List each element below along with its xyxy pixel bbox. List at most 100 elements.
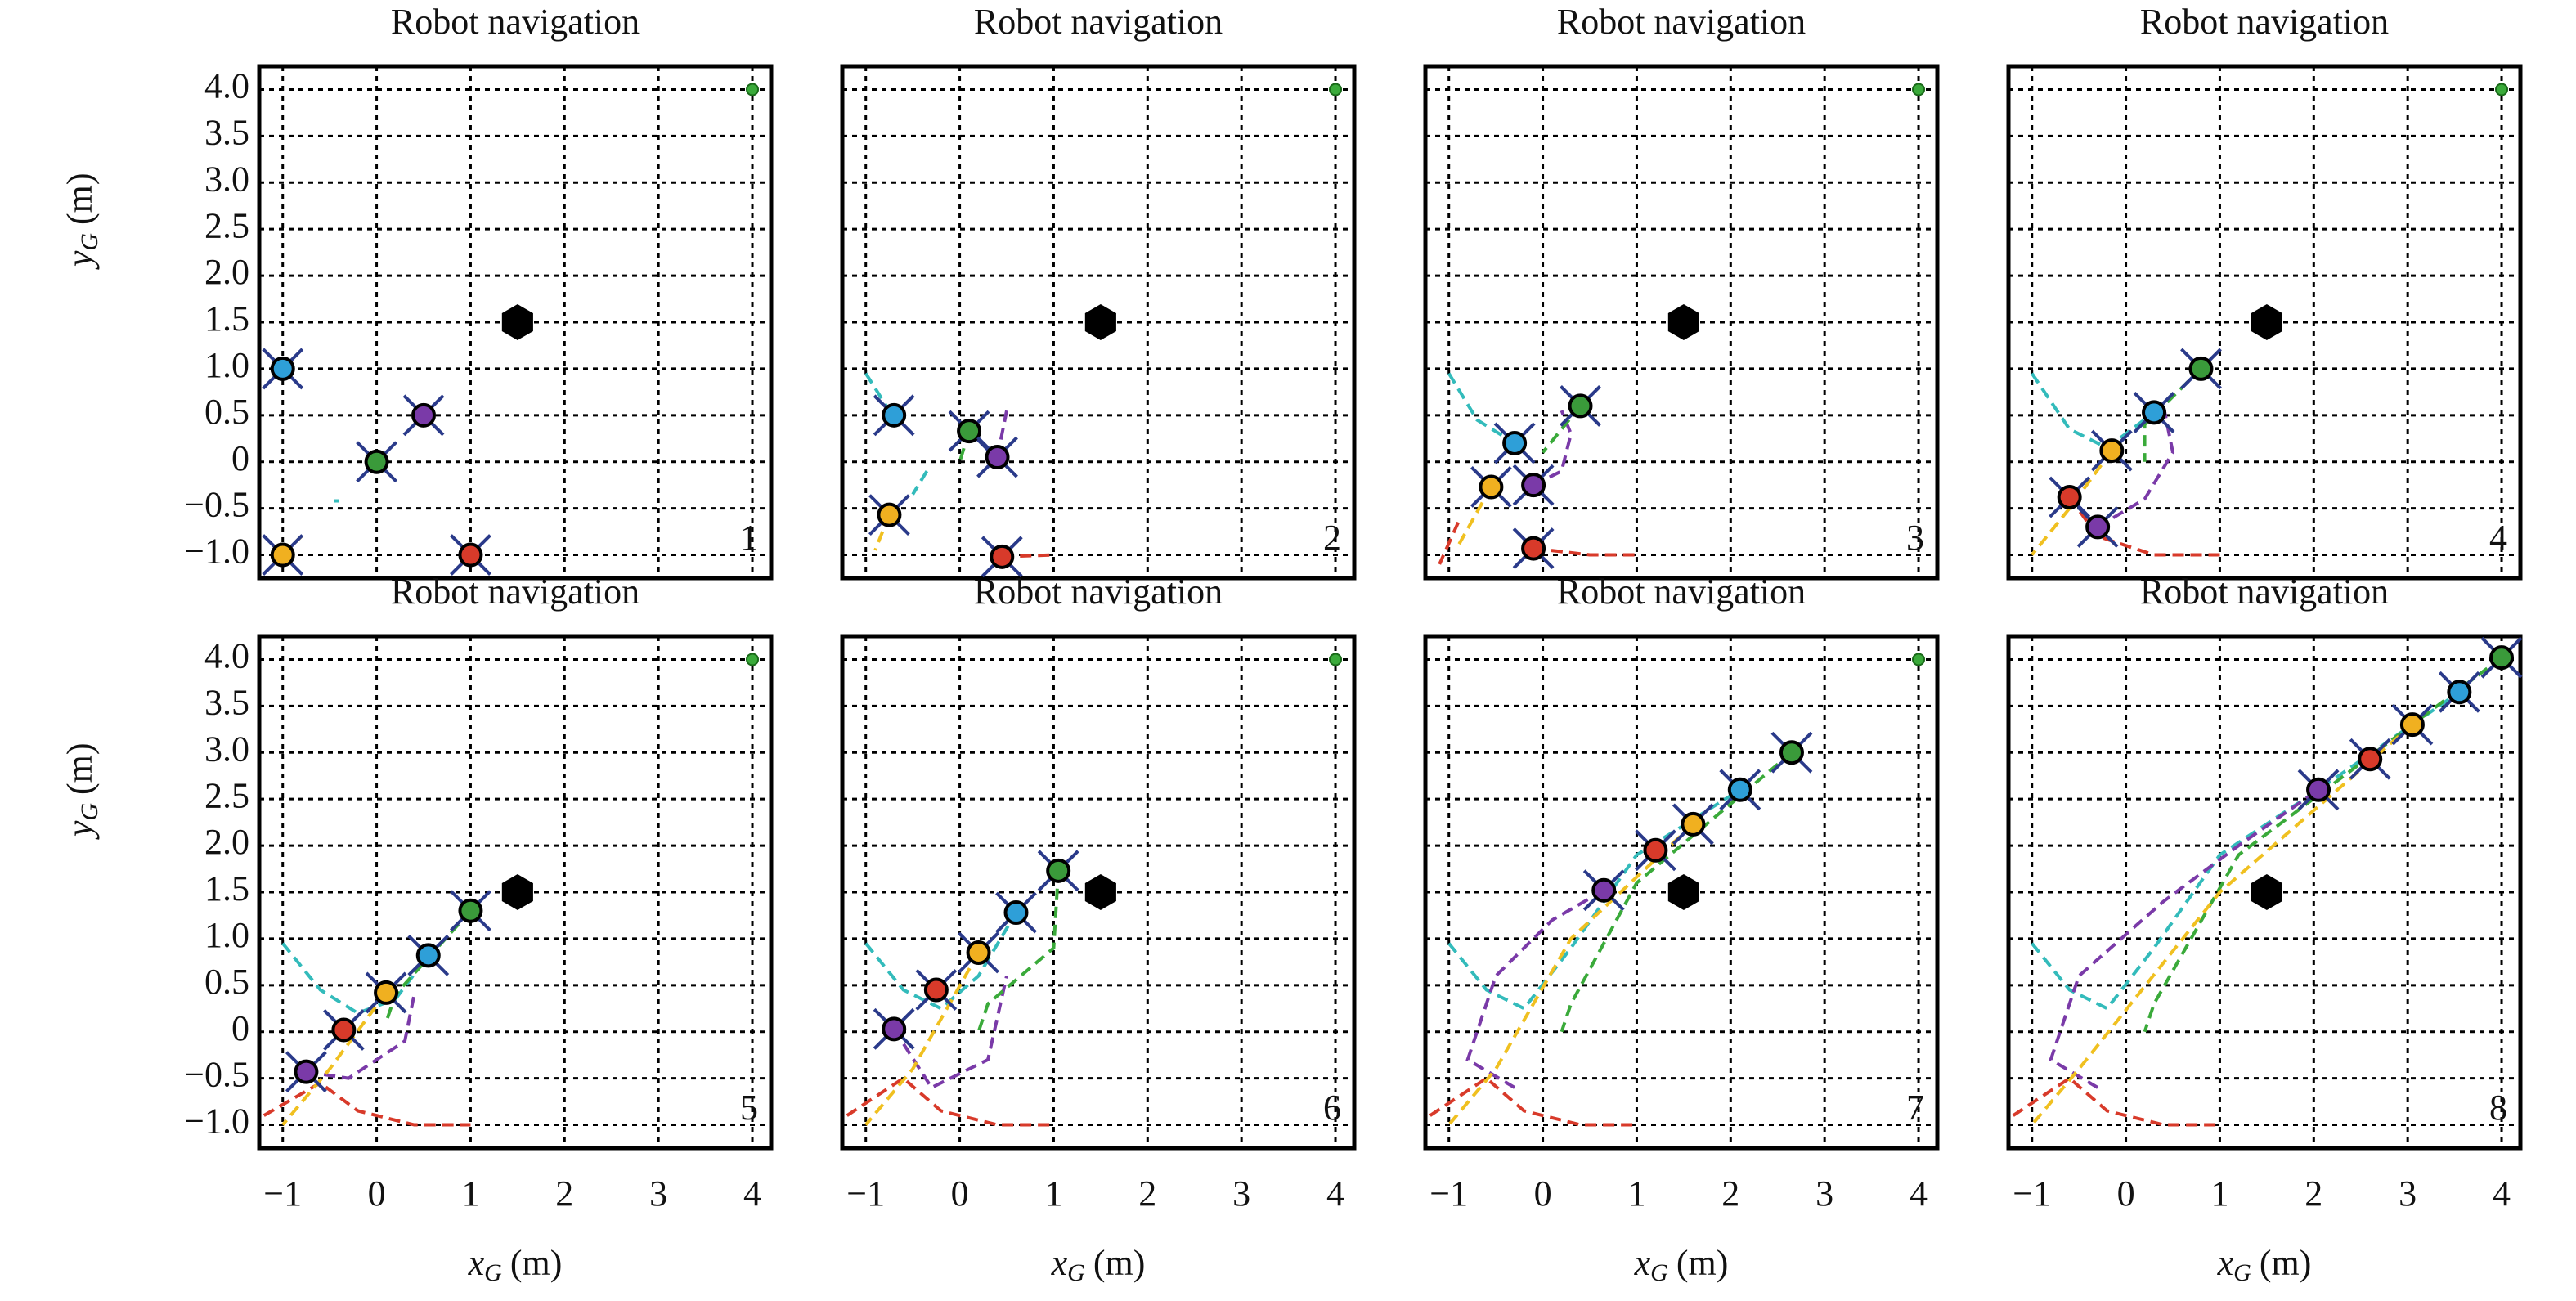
trajectory xyxy=(846,1076,1054,1127)
robot xyxy=(374,980,399,1005)
robot xyxy=(1521,536,1546,561)
y-tick-label: −1.0 xyxy=(184,532,249,572)
robot xyxy=(2447,680,2472,705)
robot xyxy=(2306,777,2331,802)
robot xyxy=(2399,712,2425,738)
robot xyxy=(1681,811,1706,837)
x-tick-label: 2 xyxy=(1138,1173,1156,1214)
trajectory xyxy=(911,470,929,496)
axis-unit: (m) xyxy=(510,1243,563,1283)
axis-symbol: y xyxy=(60,820,100,840)
chart-title: Robot navigation xyxy=(1557,2,1806,42)
trajectory xyxy=(1533,546,1637,557)
goal xyxy=(2495,83,2509,96)
y-tick-label: 1.0 xyxy=(204,345,249,385)
robot xyxy=(458,542,483,568)
robot xyxy=(270,542,295,568)
robot xyxy=(966,940,991,965)
axis-unit: (m) xyxy=(1676,1243,1729,1283)
x-tick-label: 0 xyxy=(951,1173,969,1214)
chart-title: Robot navigation xyxy=(391,572,640,612)
x-tick-label: 3 xyxy=(1815,1173,1833,1214)
obstacle xyxy=(501,304,533,340)
obstacle xyxy=(2251,874,2282,910)
obstacle xyxy=(1084,874,1116,910)
plot-frame xyxy=(2006,64,2523,581)
panel-number: 7 xyxy=(1906,1088,1924,1128)
axis-unit: (m) xyxy=(60,742,100,795)
x-tick-label: 3 xyxy=(1232,1173,1250,1214)
goal xyxy=(1912,83,1926,96)
y-tick-label: 0.5 xyxy=(204,962,249,1002)
robot xyxy=(2142,400,2167,425)
x-tick-label: −1 xyxy=(263,1173,302,1214)
axis-unit: (m) xyxy=(1093,1243,1146,1283)
axis-subscript: G xyxy=(1067,1259,1085,1286)
robot xyxy=(2099,438,2125,464)
plot-frame xyxy=(257,634,774,1151)
axis-label: xG (m) xyxy=(468,1243,563,1286)
trajectory xyxy=(2097,406,2175,529)
robot xyxy=(1521,473,1546,498)
y-tick-label: −1.0 xyxy=(184,1101,249,1142)
panel-number: 6 xyxy=(1323,1088,1341,1128)
robot xyxy=(331,1017,357,1043)
goal xyxy=(1329,83,1343,96)
axis-symbol: x xyxy=(1634,1243,1651,1283)
y-tick-label: 4.0 xyxy=(204,66,249,106)
chart-title: Robot navigation xyxy=(974,2,1223,42)
robot xyxy=(882,402,907,428)
trajectory xyxy=(2068,496,2220,557)
robot xyxy=(882,1016,907,1042)
axis-label: xG (m) xyxy=(2217,1243,2312,1286)
y-tick-label: 1.5 xyxy=(204,298,249,339)
y-tick-label: −0.5 xyxy=(184,485,249,525)
y-tick-label: 3.5 xyxy=(204,682,249,722)
plot-frame xyxy=(840,634,1357,1151)
x-tick-label: 1 xyxy=(2210,1173,2228,1214)
axis-label: yG (m) xyxy=(60,742,103,840)
x-tick-label: 4 xyxy=(1326,1173,1344,1214)
x-tick-label: 3 xyxy=(649,1173,667,1214)
goal xyxy=(1329,653,1343,666)
y-tick-label: 3.0 xyxy=(204,729,249,769)
robot xyxy=(2085,514,2111,540)
robot xyxy=(1046,858,1071,883)
x-tick-label: −1 xyxy=(1429,1173,1468,1214)
x-tick-label: 4 xyxy=(1910,1173,1928,1214)
y-tick-label: 1.0 xyxy=(204,915,249,955)
x-tick-label: 3 xyxy=(2399,1173,2417,1214)
robot xyxy=(1502,430,1528,455)
chart-title: Robot navigation xyxy=(974,572,1223,612)
obstacle xyxy=(1667,304,1699,340)
obstacle xyxy=(1667,874,1699,910)
robot xyxy=(1779,740,1804,765)
trajectory xyxy=(892,976,1008,1090)
x-tick-label: 2 xyxy=(555,1173,573,1214)
y-tick-label: 4.0 xyxy=(204,636,249,676)
robot xyxy=(957,419,982,444)
trajectory xyxy=(263,1080,471,1127)
y-tick-label: 1.5 xyxy=(204,868,249,908)
goal xyxy=(746,83,760,96)
chart-title: Robot navigation xyxy=(2140,2,2389,42)
axis-symbol: x xyxy=(468,1243,485,1283)
trajectory xyxy=(2049,788,2320,1089)
robot xyxy=(877,502,902,527)
trajectory xyxy=(1465,888,1605,1089)
axis-symbol: y xyxy=(60,250,100,270)
x-tick-label: 1 xyxy=(1044,1173,1062,1214)
chart-title: Robot navigation xyxy=(2140,572,2389,612)
panel-number: 8 xyxy=(2489,1088,2507,1128)
trajectory xyxy=(864,912,1018,1011)
robot xyxy=(1727,777,1752,802)
x-tick-label: 2 xyxy=(2304,1173,2322,1214)
trajectory xyxy=(2031,723,2414,1126)
trajectory xyxy=(1447,823,1694,1126)
axis-unit: (m) xyxy=(60,173,100,225)
y-tick-label: −0.5 xyxy=(184,1055,249,1095)
y-tick-label: 3.0 xyxy=(204,159,249,199)
plot-frame xyxy=(257,64,774,581)
trajectory xyxy=(864,951,981,1126)
